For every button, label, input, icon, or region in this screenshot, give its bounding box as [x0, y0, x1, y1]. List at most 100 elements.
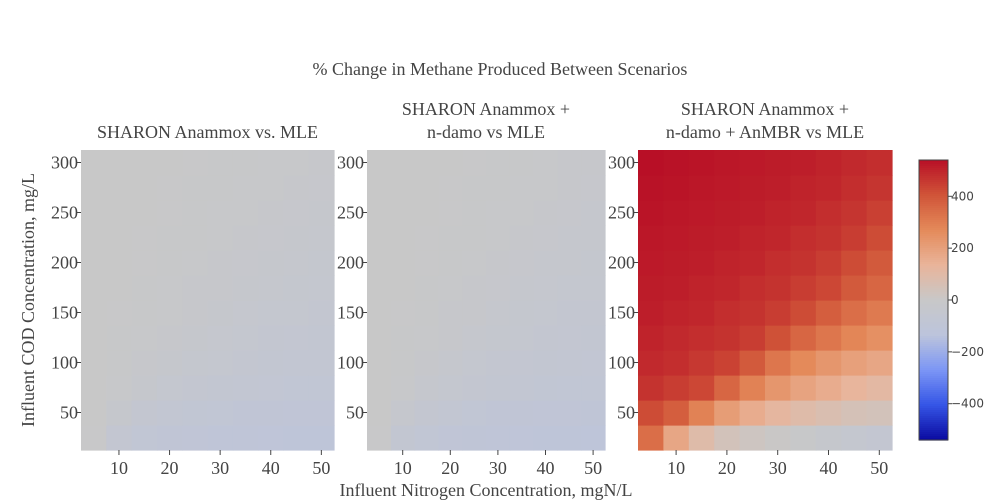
heatmap-cell — [688, 375, 715, 401]
heatmap-cell — [207, 425, 234, 451]
x-tick-label: 40 — [537, 458, 555, 478]
colorbar-segment — [919, 414, 948, 417]
heatmap-cell — [533, 200, 558, 226]
colorbar-segment — [919, 272, 948, 275]
colorbar-segment — [919, 280, 948, 283]
heatmap-cell — [390, 350, 416, 376]
heatmap-cell — [182, 200, 209, 226]
colorbar-segment — [919, 266, 948, 269]
colorbar-segment — [919, 416, 948, 419]
colorbar-segment — [919, 428, 948, 431]
heatmap-cell — [258, 275, 284, 301]
colorbar-segment — [919, 336, 948, 339]
heatmap-cell — [866, 175, 893, 201]
heatmap-cell — [462, 400, 487, 426]
x-tick-label: 10 — [667, 458, 685, 478]
heatmap-cell — [841, 225, 868, 251]
heatmap-cell — [462, 325, 487, 351]
heatmap-cell — [557, 175, 582, 201]
heatmap-cell — [638, 200, 664, 226]
colorbar-segment — [919, 390, 948, 393]
heatmap-cell — [438, 300, 463, 326]
heatmap-cell — [509, 375, 535, 401]
heatmap-cell — [688, 175, 715, 201]
heatmap-cell — [367, 400, 392, 426]
heatmap-cell — [182, 250, 209, 276]
colorbar-segment — [919, 330, 948, 333]
heatmap-cell — [509, 275, 535, 301]
heatmap-cell — [663, 400, 690, 426]
heatmap-cell — [131, 200, 158, 226]
heatmap-cell — [156, 300, 183, 326]
heatmap-cell — [258, 425, 284, 451]
heatmap-cell — [739, 375, 766, 401]
heatmap-cell — [815, 150, 842, 176]
heatmap-cell — [283, 325, 310, 351]
colorbar-segment — [919, 352, 948, 355]
heatmap-cell — [367, 425, 392, 451]
heatmap-cell — [486, 425, 511, 451]
heatmap-cell — [581, 325, 606, 351]
heatmap-cell — [688, 150, 715, 176]
heatmap-cell — [581, 375, 606, 401]
heatmap-cell — [232, 150, 259, 176]
y-tick-label: 50 — [346, 403, 364, 423]
colorbar-segment — [919, 206, 948, 209]
heatmap-cell — [714, 225, 741, 251]
colorbar-segment — [919, 166, 948, 169]
colorbar-segment — [919, 422, 948, 425]
heatmap-cell — [106, 150, 133, 176]
heatmap-cell — [714, 300, 741, 326]
colorbar-segment — [919, 300, 948, 303]
heatmap-cell — [390, 150, 416, 176]
heatmap-cell — [638, 350, 664, 376]
heatmap-cell — [438, 150, 463, 176]
heatmap-cell — [486, 200, 511, 226]
x-tick-label: 10 — [110, 458, 128, 478]
heatmap-cell — [81, 375, 107, 401]
colorbar-segment — [919, 228, 948, 231]
heatmap-cell — [739, 425, 766, 451]
heatmap-cell — [390, 225, 416, 251]
heatmap-cell — [581, 225, 606, 251]
heatmap-cell — [182, 350, 209, 376]
heatmap-cell — [765, 400, 791, 426]
colorbar-segment — [919, 220, 948, 223]
colorbar-segment — [919, 260, 948, 263]
heatmap-cell — [258, 250, 284, 276]
colorbar-segment — [919, 232, 948, 235]
panel-title: n-damo + AnMBR vs MLE — [666, 122, 864, 142]
heatmap-cell — [283, 200, 310, 226]
heatmap-cell — [207, 150, 234, 176]
colorbar-segment — [919, 412, 948, 415]
heatmap-cell — [790, 400, 817, 426]
colorbar-segment — [919, 432, 948, 435]
heatmap-panel-sharon-ndamo-anmbr: SHARON Anammox + n-damo + AnMBR vs MLE 10 2… — [608, 99, 893, 478]
heatmap-cell — [207, 350, 234, 376]
panel-title: SHARON Anammox vs. MLE — [97, 122, 318, 142]
colorbar-segment — [919, 400, 948, 403]
heatmap-cell — [414, 300, 439, 326]
colorbar-tick-label: −200 — [951, 345, 984, 359]
heatmap-cell — [367, 350, 392, 376]
heatmap-cell — [258, 150, 284, 176]
heatmap-cell — [663, 200, 690, 226]
heatmap-cell — [462, 375, 487, 401]
colorbar-segment — [919, 402, 948, 405]
heatmap-cell — [841, 400, 868, 426]
heatmap-cell — [714, 350, 741, 376]
colorbar-segment — [919, 278, 948, 281]
heatmap-cell — [207, 275, 234, 301]
heatmap-cell — [207, 325, 234, 351]
heatmap-cell — [438, 250, 463, 276]
colorbar-segment — [919, 184, 948, 187]
heatmap-cell — [131, 150, 158, 176]
heatmap-cell — [438, 225, 463, 251]
colorbar-segment — [919, 246, 948, 249]
colorbar-segment — [919, 270, 948, 273]
heatmap-cell — [367, 325, 392, 351]
heatmap-cell — [581, 250, 606, 276]
heatmap-cell — [866, 225, 893, 251]
heatmap-cell — [156, 175, 183, 201]
colorbar-segment — [919, 292, 948, 295]
